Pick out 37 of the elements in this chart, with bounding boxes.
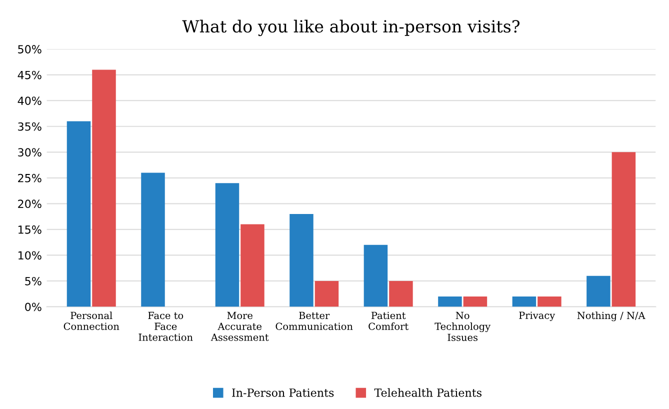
y-tick-label: 20% <box>18 200 42 208</box>
y-tick-label: 35% <box>18 122 42 131</box>
y-tick-label: 10% <box>18 251 42 260</box>
y-tick-label: 25% <box>18 174 42 182</box>
y-tick-label: 0% <box>25 302 42 312</box>
bar <box>463 296 488 307</box>
bar <box>364 244 388 307</box>
bar <box>438 296 462 307</box>
bar <box>314 280 339 307</box>
y-tick-label: 40% <box>18 96 42 105</box>
legend-label: In-Person Patients <box>232 388 334 397</box>
x-tick-label: No Technology Issues <box>434 312 491 342</box>
x-tick-label: Personal Connection <box>64 312 120 330</box>
bar <box>141 172 165 307</box>
x-tick-label: Better Communication <box>276 312 353 330</box>
bar <box>512 296 536 307</box>
y-tick-label: 50% <box>18 45 42 54</box>
x-tick-label: Privacy <box>519 312 556 322</box>
legend-label: Telehealth Patients <box>374 388 482 397</box>
x-tick-label: More Accurate Assessment <box>210 312 269 341</box>
y-tick-label: 15% <box>18 225 42 234</box>
y-tick-label: 45% <box>18 70 42 80</box>
x-tick-label: Face to Face Interaction <box>138 312 193 341</box>
bar <box>92 70 116 307</box>
bar <box>215 183 240 307</box>
bar <box>586 276 610 307</box>
bar <box>66 121 91 307</box>
bar <box>240 224 264 307</box>
y-tick-label: 5% <box>25 276 42 286</box>
x-tick-label: Nothing / N/A <box>577 312 646 322</box>
bar <box>612 152 636 307</box>
bar <box>389 280 413 307</box>
bar <box>290 214 314 307</box>
chart-title: What do you like about in-person visits? <box>182 20 520 36</box>
y-tick-label: 30% <box>18 148 42 157</box>
bar <box>538 296 562 307</box>
x-tick-label: Patient Comfort <box>368 312 409 330</box>
